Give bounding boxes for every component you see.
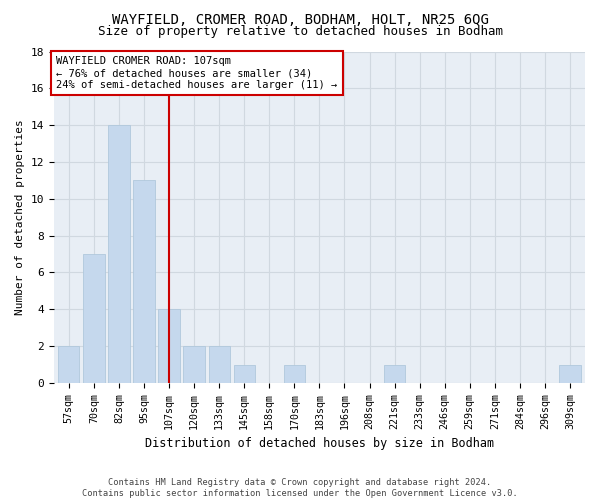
Text: WAYFIELD CROMER ROAD: 107sqm
← 76% of detached houses are smaller (34)
24% of se: WAYFIELD CROMER ROAD: 107sqm ← 76% of de… — [56, 56, 338, 90]
Text: Contains HM Land Registry data © Crown copyright and database right 2024.
Contai: Contains HM Land Registry data © Crown c… — [82, 478, 518, 498]
Bar — [58, 346, 79, 383]
Bar — [108, 125, 130, 383]
Bar — [384, 364, 405, 383]
Bar — [184, 346, 205, 383]
Bar — [83, 254, 104, 383]
X-axis label: Distribution of detached houses by size in Bodham: Distribution of detached houses by size … — [145, 437, 494, 450]
Bar — [284, 364, 305, 383]
Bar — [209, 346, 230, 383]
Bar — [233, 364, 255, 383]
Bar — [133, 180, 155, 383]
Text: WAYFIELD, CROMER ROAD, BODHAM, HOLT, NR25 6QG: WAYFIELD, CROMER ROAD, BODHAM, HOLT, NR2… — [112, 12, 488, 26]
Text: Size of property relative to detached houses in Bodham: Size of property relative to detached ho… — [97, 25, 503, 38]
Bar — [158, 310, 179, 383]
Bar — [559, 364, 581, 383]
Y-axis label: Number of detached properties: Number of detached properties — [15, 120, 25, 315]
